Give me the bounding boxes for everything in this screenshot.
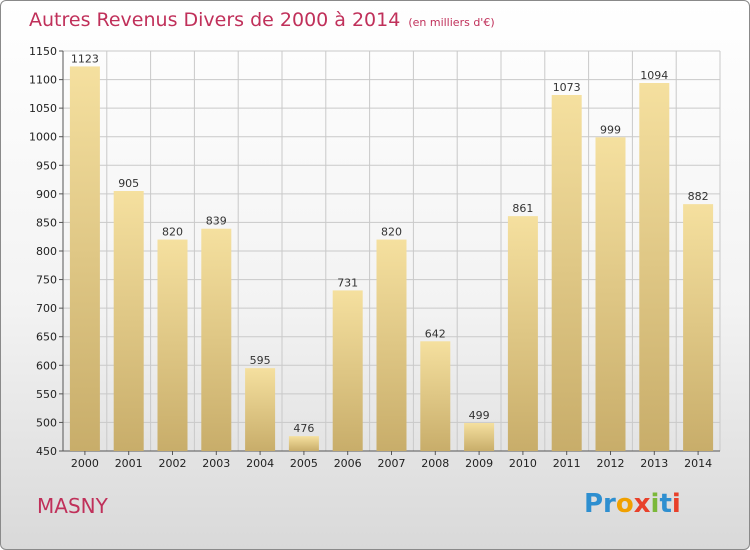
y-tick-label: 550 [36,388,57,401]
y-tick-label: 700 [36,302,57,315]
y-tick-label: 750 [36,274,57,287]
data-label: 1094 [640,69,668,82]
y-tick-label: 1150 [29,45,57,58]
data-label: 820 [162,226,183,239]
chart-title: Autres Revenus Divers de 2000 à 2014 (en … [29,9,495,31]
logo-part: i [671,489,681,519]
data-label: 1123 [71,52,99,65]
data-label: 642 [425,327,446,340]
y-tick-label: 1050 [29,102,57,115]
axis-layer: 450 500 550 600 650 700 750 800 850 900 950 1000 105… [29,45,720,470]
x-tick-label: 2002 [159,457,187,470]
bar [376,239,407,451]
x-tick-label: 2013 [640,457,668,470]
bar [113,191,144,451]
data-label: 499 [469,409,490,422]
x-tick-label: 2005 [290,457,318,470]
logo-part: i [650,489,660,519]
bar [201,228,232,451]
x-tick-label: 2004 [246,457,274,470]
label-layer: 1123 905 820 839 595 476 731 820 642 499 861 1073 99… [71,52,709,435]
y-tick-label: 650 [36,331,57,344]
x-tick-label: 2010 [509,457,537,470]
y-tick-label: 900 [36,188,57,201]
bar [639,83,670,451]
bar [595,137,626,452]
data-label: 595 [250,354,271,367]
data-label: 731 [337,276,358,289]
x-tick-label: 2000 [71,457,99,470]
y-tick-label: 500 [36,416,57,429]
bar [507,216,538,451]
x-tick-label: 2001 [115,457,143,470]
data-label: 882 [688,190,709,203]
y-tick-label: 450 [36,445,57,458]
x-tick-label: 2009 [465,457,493,470]
y-tick-label: 950 [36,159,57,172]
bar [332,290,363,451]
bar [551,95,582,451]
y-tick-label: 1000 [29,131,57,144]
logo-part: t [659,489,672,519]
data-label: 839 [206,215,227,228]
logo-part: Pr [584,489,616,519]
y-tick-label: 600 [36,359,57,372]
data-label: 999 [600,123,621,136]
x-tick-label: 2003 [202,457,230,470]
x-tick-label: 2006 [334,457,362,470]
data-label: 1073 [553,81,581,94]
bar [245,368,276,451]
x-tick-label: 2007 [378,457,406,470]
bar [69,66,100,451]
x-tick-label: 2012 [597,457,625,470]
x-tick-label: 2014 [684,457,712,470]
data-label: 820 [381,226,402,239]
chart-unit: (en milliers d'€) [408,16,495,29]
bar [464,423,495,451]
commune-name: MASNY [37,494,108,518]
bar-layer [69,66,714,452]
logo-part: x [633,489,651,519]
data-label: 861 [512,202,533,215]
y-tick-label: 1100 [29,74,57,87]
x-tick-label: 2008 [421,457,449,470]
data-label: 476 [293,422,314,435]
x-tick-label: 2011 [553,457,581,470]
logo-part: o [615,489,634,519]
y-tick-label: 850 [36,216,57,229]
bar [157,239,188,451]
bar [420,341,451,451]
data-label: 905 [118,177,139,190]
bar [683,204,714,451]
bar [288,436,319,451]
chart-title-main: Autres Revenus Divers de 2000 à 2014 [29,9,401,31]
proxiti-logo[interactable]: Proxiti [584,489,681,519]
y-tick-label: 800 [36,245,57,258]
